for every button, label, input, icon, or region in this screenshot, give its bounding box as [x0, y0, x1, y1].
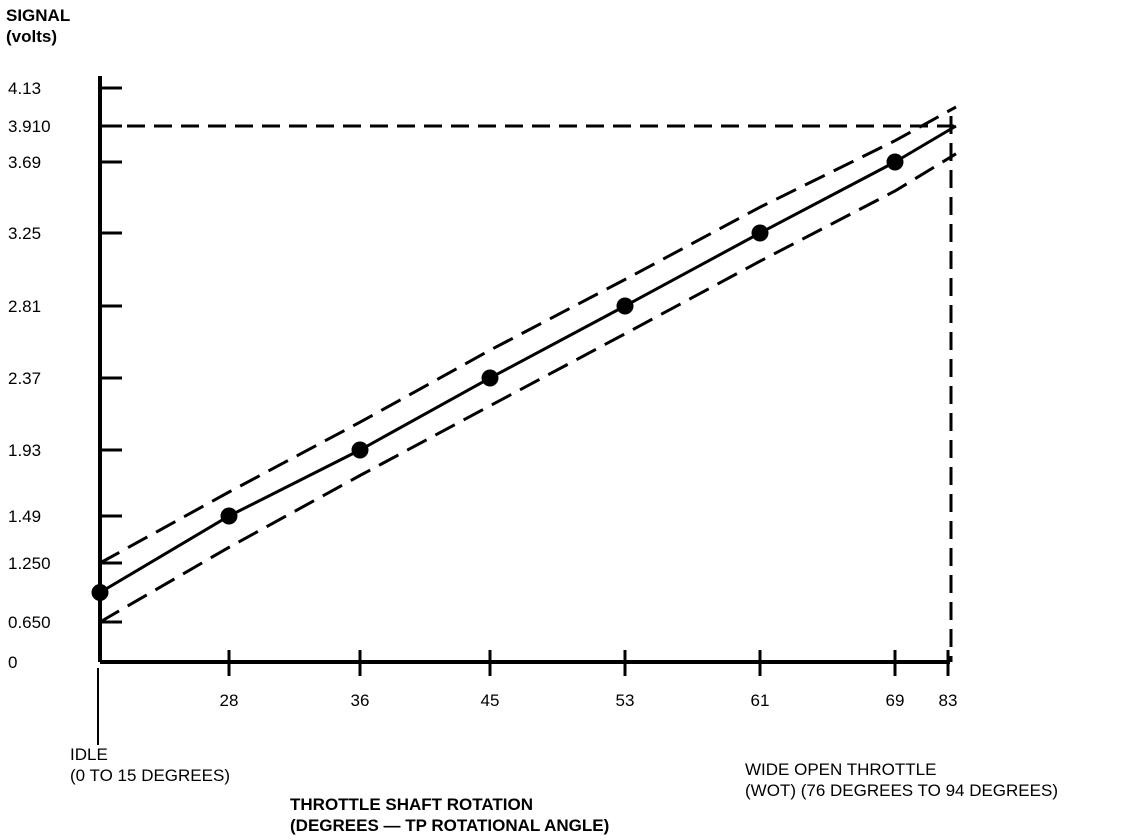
x-tick-label: 69	[886, 691, 905, 710]
data-point	[751, 224, 769, 242]
y-tick-label: 4.13	[8, 79, 41, 98]
y-tick-label: 1.93	[8, 441, 41, 460]
data-point	[220, 507, 238, 525]
axes	[97, 76, 950, 745]
y-tick-label: 2.37	[8, 369, 41, 388]
x-tick-label: 83	[939, 691, 958, 710]
x-tick-label: 61	[751, 691, 770, 710]
ylabel-line-1: SIGNAL	[6, 6, 70, 25]
series-lines	[99, 105, 957, 624]
y-tick-label: 0.650	[8, 613, 51, 632]
ylabel-line-2: (volts)	[6, 27, 57, 46]
data-points	[91, 153, 904, 601]
y-tick-label: 3.910	[8, 117, 51, 136]
x-tick-label: 53	[616, 691, 635, 710]
y-tick-label: 1.250	[8, 554, 51, 573]
tolerance-band-line	[99, 105, 957, 565]
y-tick-label: 3.69	[8, 153, 41, 172]
wot-annotation-line-1: WIDE OPEN THROTTLE	[745, 760, 936, 779]
x-tick-label: 36	[351, 691, 370, 710]
reference-lines	[100, 116, 954, 662]
x-tick-label: 45	[481, 691, 500, 710]
tolerance-band-line	[99, 152, 957, 624]
idle-annotation-line-2: (0 TO 15 DEGREES)	[70, 766, 230, 785]
y-tick-label: 1.49	[8, 507, 41, 526]
x-tick-label: 28	[220, 691, 239, 710]
xlabel-line-1: THROTTLE SHAFT ROTATION	[290, 795, 533, 814]
data-point	[351, 441, 369, 459]
wot-annotation-line-2: (WOT) (76 DEGREES TO 94 DEGREES)	[745, 781, 1058, 800]
data-point	[481, 369, 499, 387]
idle-annotation-line-1: IDLE	[70, 745, 108, 764]
data-point	[886, 153, 904, 171]
y-tick-label: 3.25	[8, 224, 41, 243]
y-tick-label: 0	[8, 653, 17, 672]
y-tick-label: 2.81	[8, 297, 41, 316]
signal-line	[99, 124, 957, 594]
xlabel-line-2: (DEGREES — TP ROTATIONAL ANGLE)	[290, 816, 609, 835]
data-point	[616, 297, 634, 315]
tick-labels: 0 0.650 1.250 1.49 1.93 2.37 2.81 3.25 3.69 3.910…	[8, 79, 957, 710]
data-point	[91, 584, 109, 601]
